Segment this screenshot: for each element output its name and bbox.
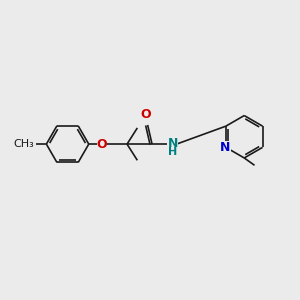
Text: H: H xyxy=(168,147,177,158)
Text: O: O xyxy=(141,108,152,121)
Text: O: O xyxy=(97,138,107,151)
Text: CH₃: CH₃ xyxy=(14,139,34,149)
Text: N: N xyxy=(167,137,178,150)
Text: N: N xyxy=(220,141,230,154)
